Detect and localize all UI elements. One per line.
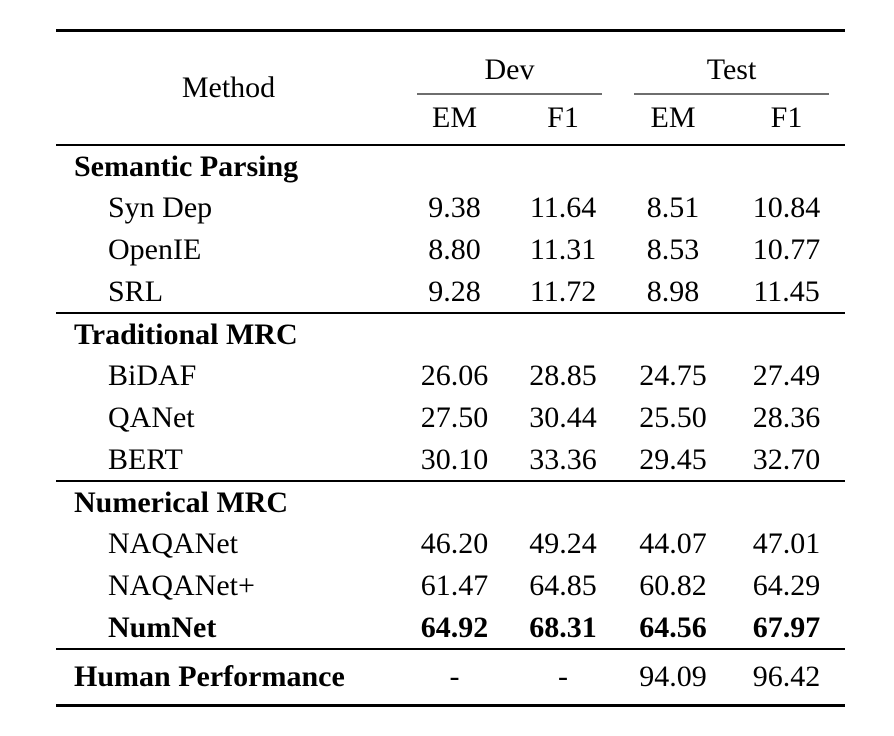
section-title: Traditional MRC	[74, 317, 298, 351]
table-header: Method Dev Test EM F1 EM F1	[56, 31, 846, 145]
method-cell: NumNet	[108, 610, 217, 644]
metric-header-row: EM F1 EM F1	[56, 95, 845, 145]
group-header-row: Method Dev Test	[56, 31, 845, 104]
section-numerical-mrc: Numerical MRC NAQANet 46.20 49.24 44.07 …	[56, 480, 846, 649]
value-cell: 67.97	[752, 610, 821, 644]
table-row: OpenIE 8.80 11.31 8.53 10.77	[56, 229, 845, 271]
value-cell: 8.80	[428, 233, 481, 266]
value-cell: 11.45	[753, 274, 820, 308]
table-row: BERT 30.10 33.36 29.45 32.70	[56, 439, 845, 481]
table-row: BiDAF 26.06 28.85 24.75 27.49	[56, 355, 845, 397]
value-cell: -	[449, 660, 460, 694]
dev-em-header: EM	[432, 100, 477, 134]
value-cell: 32.70	[752, 442, 821, 476]
section-title-row: Numerical MRC	[56, 481, 845, 523]
value-cell: 44.07	[639, 527, 707, 560]
test-f1-header: F1	[770, 100, 803, 134]
method-cell: NAQANet+	[108, 569, 255, 602]
section-semantic-parsing: Semantic Parsing Syn Dep 9.38 11.64 8.51…	[56, 144, 846, 313]
value-cell: 27.49	[752, 359, 821, 392]
test-group-label: Test	[706, 52, 757, 86]
section-human-performance: Human Performance - - 94.09 96.42	[56, 648, 846, 706]
value-cell: 33.36	[529, 442, 597, 476]
dev-f1-header: F1	[547, 100, 579, 134]
value-cell: 30.44	[529, 401, 597, 434]
test-em-header: EM	[650, 100, 696, 134]
value-cell: 64.29	[752, 569, 821, 602]
value-cell: 61.47	[420, 569, 489, 602]
value-cell: 8.98	[646, 274, 700, 308]
value-cell: 27.50	[420, 401, 489, 434]
value-cell: 49.24	[529, 527, 597, 560]
method-cell: Syn Dep	[108, 191, 213, 224]
table-row-numnet: NumNet 64.92 68.31 64.56 67.97	[56, 607, 845, 649]
value-cell: 64.56	[639, 610, 707, 644]
value-cell: 9.38	[428, 191, 481, 224]
value-cell: 24.75	[639, 359, 707, 392]
value-cell: -	[558, 660, 568, 694]
value-cell: 10.84	[752, 191, 821, 224]
method-cell: BiDAF	[108, 359, 197, 392]
value-cell: 8.51	[646, 191, 700, 224]
method-cell: NAQANet	[108, 527, 238, 560]
section-title-row: Traditional MRC	[56, 313, 845, 355]
table-row: SRL 9.28 11.72 8.98 11.45	[56, 271, 845, 313]
value-cell: 11.64	[529, 191, 597, 224]
test-cmidrule: Test	[634, 52, 830, 95]
method-cell: Human Performance	[74, 660, 345, 694]
value-cell: 64.85	[529, 569, 597, 602]
value-cell: 60.82	[639, 569, 707, 602]
value-cell: 11.31	[529, 233, 597, 266]
method-cell: QANet	[108, 401, 195, 434]
value-cell: 96.42	[752, 660, 821, 694]
value-cell: 30.10	[420, 442, 489, 476]
value-cell: 10.77	[752, 233, 821, 266]
value-cell: 68.31	[529, 610, 597, 644]
value-cell: 28.85	[529, 359, 597, 392]
dev-group-header: Dev	[401, 31, 618, 95]
results-table: Method Dev Test EM F1 EM F1	[56, 29, 846, 707]
table-row: QANet 27.50 30.44 25.50 28.36	[56, 397, 845, 439]
method-cell: SRL	[108, 274, 164, 308]
dev-cmidrule: Dev	[417, 52, 603, 95]
value-cell: 64.92	[420, 610, 489, 644]
value-cell: 28.36	[752, 401, 821, 434]
section-traditional-mrc: Traditional MRC BiDAF 26.06 28.85 24.75 …	[56, 312, 846, 481]
table-row: NAQANet 46.20 49.24 44.07 47.01	[56, 523, 845, 565]
method-cell: BERT	[108, 442, 183, 476]
value-cell: 25.50	[639, 401, 707, 434]
value-cell: 29.45	[639, 442, 707, 476]
section-title-row: Semantic Parsing	[56, 145, 845, 187]
value-cell: 46.20	[420, 527, 489, 560]
value-cell: 8.53	[646, 233, 700, 266]
section-title: Semantic Parsing	[74, 149, 299, 183]
method-cell: OpenIE	[108, 233, 202, 266]
test-group-header: Test	[618, 31, 845, 95]
value-cell: 9.28	[428, 274, 481, 308]
table-row: Syn Dep 9.38 11.64 8.51 10.84	[56, 187, 845, 229]
value-cell: 94.09	[639, 660, 707, 694]
value-cell: 47.01	[752, 527, 821, 560]
method-column-header: Method	[181, 71, 276, 105]
value-cell: 26.06	[420, 359, 489, 392]
footer-row: Human Performance - - 94.09 96.42	[56, 649, 845, 706]
value-cell: 11.72	[529, 274, 597, 308]
section-title: Numerical MRC	[74, 485, 289, 519]
table-row: NAQANet+ 61.47 64.85 60.82 64.29	[56, 565, 845, 607]
dev-group-label: Dev	[484, 52, 535, 86]
